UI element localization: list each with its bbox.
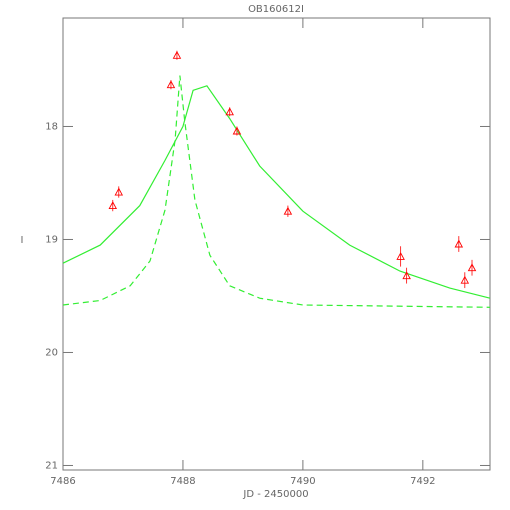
chart-title: OB160612I — [248, 4, 304, 15]
y-tick-label: 21 — [45, 460, 58, 471]
data-point — [166, 80, 176, 89]
data-point — [467, 263, 477, 272]
data-point — [454, 239, 464, 248]
model-curve — [62, 75, 491, 308]
x-axis-label: JD - 2450000 — [242, 489, 308, 500]
data-point — [172, 50, 182, 59]
data-point — [232, 126, 242, 135]
data-point — [396, 251, 405, 260]
y-tick-label: 19 — [45, 234, 58, 245]
data-point — [402, 271, 411, 280]
model-curve — [62, 85, 491, 299]
x-tick-label: 7486 — [50, 476, 75, 487]
x-tick-label: 7490 — [290, 476, 315, 487]
y-tick-label: 18 — [45, 121, 58, 132]
data-point — [460, 275, 470, 284]
data-point — [114, 187, 124, 196]
y-tick-label: 20 — [45, 347, 58, 358]
data-point — [108, 201, 118, 210]
x-tick-label: 7492 — [410, 476, 435, 487]
data-point — [225, 107, 234, 116]
x-tick-label: 7488 — [170, 476, 195, 487]
y-axis-label: I — [21, 235, 24, 246]
data-point — [283, 206, 293, 215]
plot-frame — [62, 17, 491, 471]
